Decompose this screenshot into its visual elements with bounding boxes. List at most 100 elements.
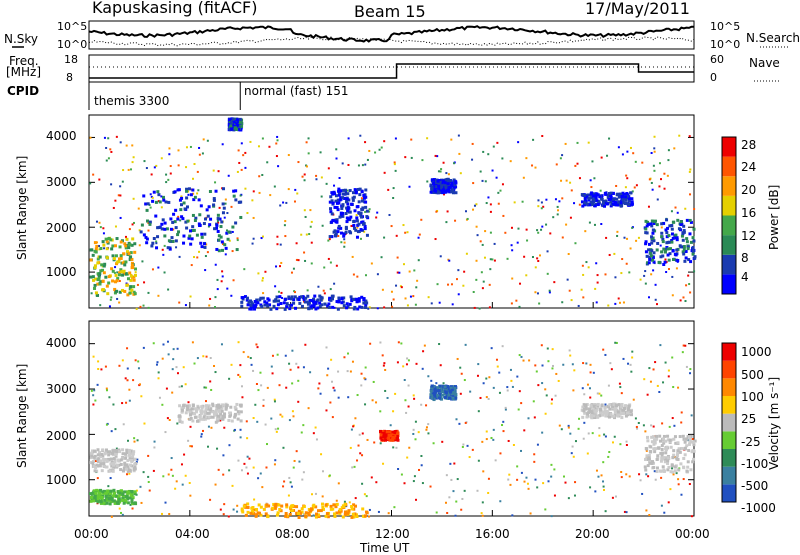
velocity-echo-cell (94, 465, 98, 469)
velocity-scatter-cell (259, 371, 262, 374)
velocity-echo-cell (119, 458, 123, 462)
power-scatter-cell (142, 304, 145, 307)
power-echo-cell (106, 292, 110, 296)
velocity-echo-cell (672, 453, 676, 457)
velocity-scatter-cell (509, 483, 512, 486)
velocity-echo-cell (655, 469, 659, 473)
velocity-echo-cell (662, 434, 666, 438)
velocity-scatter-cell (343, 356, 346, 359)
velocity-echo-cell (215, 404, 219, 408)
power-echo-cell (609, 197, 613, 201)
power-echo-cell (128, 287, 132, 291)
velocity-echo-cell (124, 456, 128, 460)
power-echo-cell (319, 298, 323, 302)
velocity-scatter-cell (124, 377, 127, 380)
velocity-scatter-cell (691, 438, 694, 441)
velocity-echo-cell (608, 407, 612, 411)
velocity-scatter-cell (203, 386, 206, 389)
velocity-scatter-cell (435, 511, 438, 514)
power-scatter-cell (340, 241, 343, 244)
power-scatter-cell (359, 237, 362, 240)
power-echo-cell (126, 293, 130, 297)
power-echo-cell (154, 214, 158, 218)
power-scatter-cell (230, 294, 233, 297)
velocity-echo-cell (189, 416, 193, 420)
power-echo-cell (288, 303, 292, 307)
power-scatter-cell (593, 223, 596, 226)
velocity-echo-cell (433, 393, 437, 397)
power-echo-cell (666, 253, 670, 257)
velocity-scatter-cell (667, 375, 670, 378)
power-scatter-cell (388, 213, 391, 216)
velocity-echo-cell (284, 514, 288, 518)
power-scatter-cell (327, 167, 330, 170)
power-echo-cell (115, 279, 119, 283)
velocity-echo-cell (185, 404, 189, 408)
power-scatter-cell (292, 267, 295, 270)
power-echo-cell (206, 214, 210, 218)
velocity-echo-cell (123, 490, 127, 494)
velocity-scatter-cell (254, 403, 257, 406)
power-echo-cell (231, 225, 235, 229)
velocity-scatter-cell (384, 368, 387, 371)
power-scatter-cell (134, 271, 137, 274)
velocity-echo-cell (234, 407, 238, 411)
velocity-echo-cell (274, 502, 278, 506)
power-scatter-cell (333, 184, 336, 187)
velocity-scatter-cell (533, 460, 536, 463)
velocity-scatter-cell (253, 498, 256, 501)
power-echo-cell (96, 278, 100, 282)
power-echo-cell (176, 233, 180, 237)
velocity-scatter-cell (157, 377, 160, 380)
velocity-echo-cell (676, 449, 680, 453)
power-scatter-cell (540, 207, 543, 210)
power-scatter-cell (393, 161, 396, 164)
velocity-scatter-cell (236, 510, 239, 513)
velocity-echo-cell (596, 415, 600, 419)
power-scatter-cell (434, 238, 437, 241)
power-scatter-cell (212, 169, 215, 172)
power-scatter-cell (614, 302, 617, 305)
power-echo-cell (294, 306, 298, 310)
velocity-scatter-cell (512, 444, 515, 447)
velocity-scatter-cell (550, 475, 553, 478)
power-scatter-cell (206, 139, 209, 142)
velocity-echo-cell (133, 492, 137, 496)
power-scatter-cell (192, 177, 195, 180)
power-echo-cell (675, 238, 679, 242)
power-echo-cell (446, 179, 450, 183)
velocity-scatter-cell (274, 428, 277, 431)
power-echo-cell (618, 192, 622, 196)
power-echo-cell (129, 285, 133, 289)
power-echo-cell (199, 241, 203, 245)
power-echo-cell (151, 199, 155, 203)
power-echo-cell (670, 227, 674, 231)
power-scatter-cell (392, 298, 395, 301)
power-echo-cell (587, 196, 591, 200)
power-scatter-cell (561, 301, 564, 304)
velocity-scatter-cell (304, 513, 307, 516)
noise-search-line (88, 36, 695, 47)
power-scatter-cell (623, 236, 626, 239)
velocity-scatter-cell (405, 411, 408, 414)
velocity-scatter-cell (461, 497, 464, 500)
power-echo-cell (130, 243, 134, 247)
power-echo-cell (182, 234, 186, 238)
power-scatter-cell (472, 208, 475, 211)
velocity-scatter-cell (285, 386, 288, 389)
velocity-scatter-cell (400, 342, 403, 345)
power-echo-cell (160, 227, 164, 231)
power-scatter-cell (653, 150, 656, 153)
power-echo-cell (112, 257, 116, 261)
velocity-echo-cell (129, 493, 133, 497)
power-scatter-cell (561, 236, 564, 239)
velocity-echo-cell (652, 442, 656, 446)
power-scatter-cell (621, 258, 624, 261)
power-scatter-cell (327, 257, 330, 260)
power-scatter-cell (319, 151, 322, 154)
power-scatter-cell (463, 270, 466, 273)
velocity-echo-cell (257, 503, 261, 507)
velocity-scatter-cell (492, 428, 495, 431)
velocity-echo-cell (582, 409, 586, 413)
power-echo-cell (436, 179, 440, 183)
